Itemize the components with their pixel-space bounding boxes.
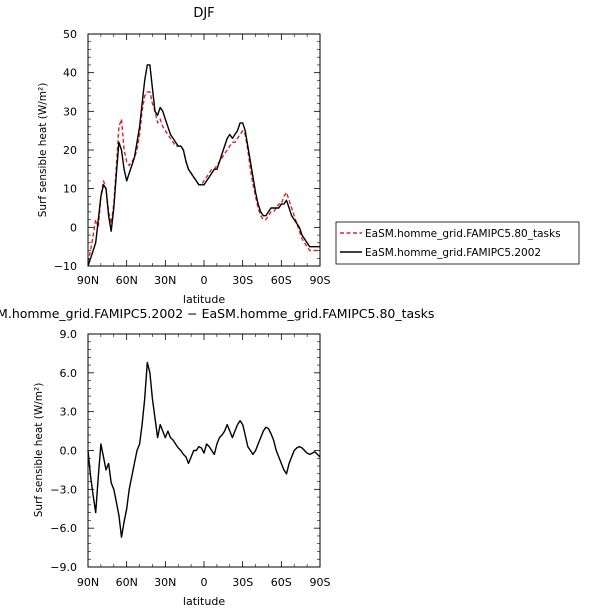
top-y-tick-label: 10 — [63, 183, 77, 196]
bottom-x-tick-label: 90S — [310, 576, 331, 589]
bottom-panel: EaSM.homme_grid.FAMIPC5.2002 − EaSM.homm… — [0, 306, 434, 608]
top-y-tick-labels: −10 0 10 20 30 40 50 — [54, 28, 77, 273]
top-series-line-0 — [87, 91, 320, 263]
top-panel: DJF Surf sensible heat (W/m²) latitude −… — [37, 6, 580, 306]
bottom-y-axis-title: Surf sensible heat (W/m²) — [33, 383, 45, 518]
legend-label-2002: EaSM.homme_grid.FAMIPC5.2002 — [365, 247, 541, 259]
bottom-x-tick-label: 60N — [116, 576, 138, 589]
top-y-axis-title: Surf sensible heat (W/m²) — [37, 83, 49, 218]
legend: EaSM.homme_grid.FAMIPC5.80_tasks EaSM.ho… — [335, 221, 580, 265]
top-chart-title: DJF — [193, 6, 214, 21]
top-x-axis-label: latitude — [183, 293, 225, 306]
top-x-tick-label: 0 — [201, 274, 208, 287]
top-y-tick-label: 30 — [63, 105, 77, 118]
bottom-x-tick-label: 30S — [232, 576, 253, 589]
top-x-tick-label: 30N — [154, 274, 176, 287]
bottom-series-lines — [87, 361, 321, 538]
top-x-tick-label: 90S — [310, 274, 331, 287]
top-tick-marks — [87, 33, 321, 267]
top-y-tick-label: 0 — [70, 221, 77, 234]
bottom-x-tick-label: 60S — [271, 576, 292, 589]
legend-label-80-tasks: EaSM.homme_grid.FAMIPC5.80_tasks — [365, 228, 561, 240]
top-x-tick-labels: 90N 60N 30N 0 30S 60S 90S — [77, 274, 331, 287]
bottom-x-tick-labels: 90N 60N 30N 0 30S 60S 90S — [77, 576, 331, 589]
top-y-tick-label: −10 — [54, 260, 77, 273]
top-x-tick-label: 60N — [116, 274, 138, 287]
top-y-tick-label: 50 — [63, 28, 77, 41]
bottom-y-tick-label: 6.0 — [60, 367, 78, 380]
top-x-tick-label: 90N — [77, 274, 99, 287]
bottom-x-axis-label: latitude — [183, 595, 225, 608]
bottom-y-tick-label: 9.0 — [60, 328, 78, 341]
top-y-tick-label: 20 — [63, 144, 77, 157]
bottom-y-tick-label: −3.0 — [50, 483, 77, 496]
top-x-tick-label: 30S — [232, 274, 253, 287]
bottom-y-tick-label: −6.0 — [50, 522, 77, 535]
legend-box — [335, 221, 580, 265]
bottom-y-axis-label: Surf sensible heat (W/m²) — [33, 383, 45, 518]
bottom-x-tick-label: 90N — [77, 576, 99, 589]
bottom-y-tick-labels: −9.0 −6.0 −3.0 0.0 3.0 6.0 9.0 — [50, 328, 77, 574]
top-plot-frame — [87, 33, 321, 267]
bottom-y-tick-label: −9.0 — [50, 561, 77, 574]
bottom-series-line-0 — [87, 361, 321, 538]
top-x-tick-label: 60S — [271, 274, 292, 287]
top-series-lines — [87, 64, 320, 267]
top-series-line-1 — [87, 64, 320, 267]
bottom-y-tick-label: 3.0 — [60, 406, 78, 419]
top-y-tick-label: 40 — [63, 67, 77, 80]
top-y-axis-label: Surf sensible heat (W/m²) — [37, 83, 49, 218]
bottom-chart-title: EaSM.homme_grid.FAMIPC5.2002 − EaSM.homm… — [0, 306, 434, 321]
bottom-plot-frame — [87, 333, 321, 568]
bottom-y-tick-label: 0.0 — [60, 445, 78, 458]
bottom-x-tick-label: 0 — [201, 576, 208, 589]
bottom-x-tick-label: 30N — [154, 576, 176, 589]
